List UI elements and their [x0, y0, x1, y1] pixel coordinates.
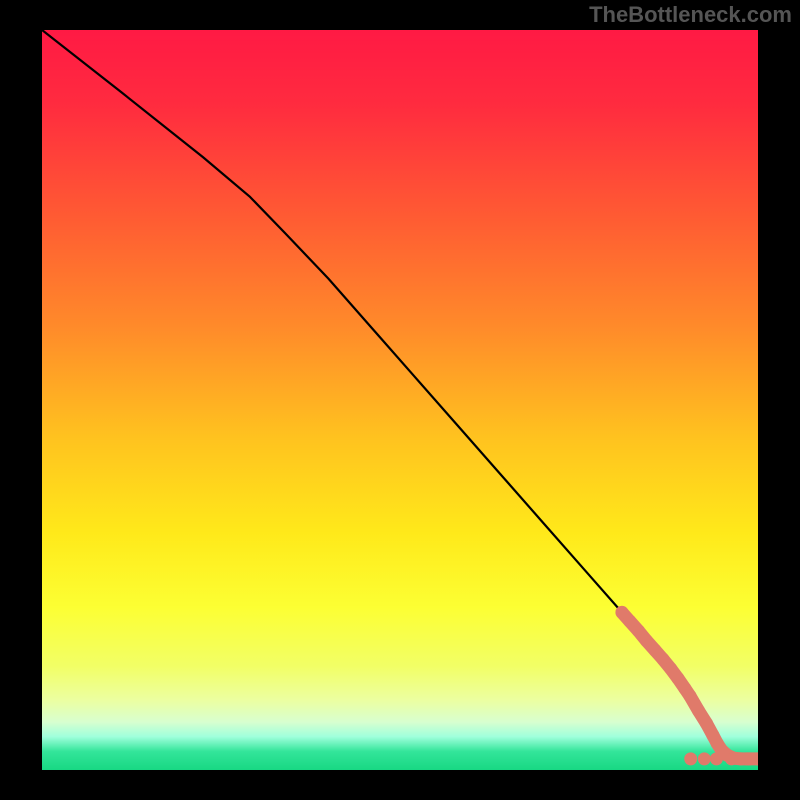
marker-dot	[683, 690, 696, 703]
watermark-text: TheBottleneck.com	[589, 2, 792, 28]
chart-container: TheBottleneck.com	[0, 0, 800, 800]
chart-svg	[0, 0, 800, 800]
marker-dot	[684, 752, 697, 765]
marker-dot	[692, 704, 705, 717]
marker-dot	[698, 752, 711, 765]
marker-dot	[700, 717, 713, 730]
plot-gradient	[42, 30, 758, 770]
